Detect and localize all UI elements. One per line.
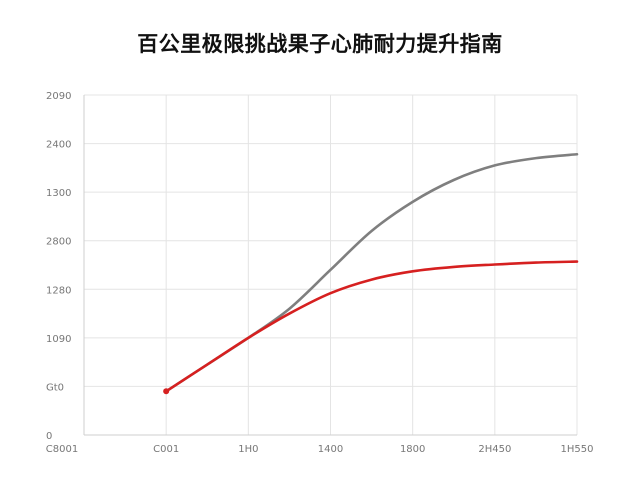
- y-tick-label: 1300: [46, 188, 71, 199]
- y-tick-label: 1280: [46, 285, 71, 296]
- y-axis-ticks: 0 Gt0 1090 1280 2800 1300 2400 2090: [46, 91, 71, 442]
- x-axis-ticks: C8001 C001 1H0 1400 1800 2H450 1H550: [46, 444, 594, 455]
- axes: [83, 95, 577, 436]
- x-tick-label: 1H0: [238, 444, 258, 455]
- x-tick-label: C001: [153, 444, 179, 455]
- y-tick-label: 0: [46, 431, 52, 442]
- y-tick-label: Gt0: [46, 382, 64, 393]
- series-line-1: [164, 152, 579, 393]
- y-tick-label: 1090: [46, 334, 71, 345]
- y-tick-label: 2800: [46, 237, 71, 248]
- y-tick-label: 2400: [46, 140, 71, 151]
- x-tick-label: C8001: [46, 444, 78, 455]
- x-tick-label: 2H450: [478, 444, 511, 455]
- chart-title: 百公里极限挑战果子心肺耐力提升指南: [137, 32, 503, 56]
- series-markers: [163, 388, 170, 395]
- y-tick-label: 2090: [46, 91, 71, 102]
- x-tick-label: 1H550: [561, 444, 594, 455]
- series-start-point: [163, 388, 170, 395]
- series-line-2: [164, 260, 579, 393]
- x-tick-label: 1800: [400, 444, 425, 455]
- x-tick-label: 1400: [318, 444, 343, 455]
- series-lines: [164, 152, 579, 393]
